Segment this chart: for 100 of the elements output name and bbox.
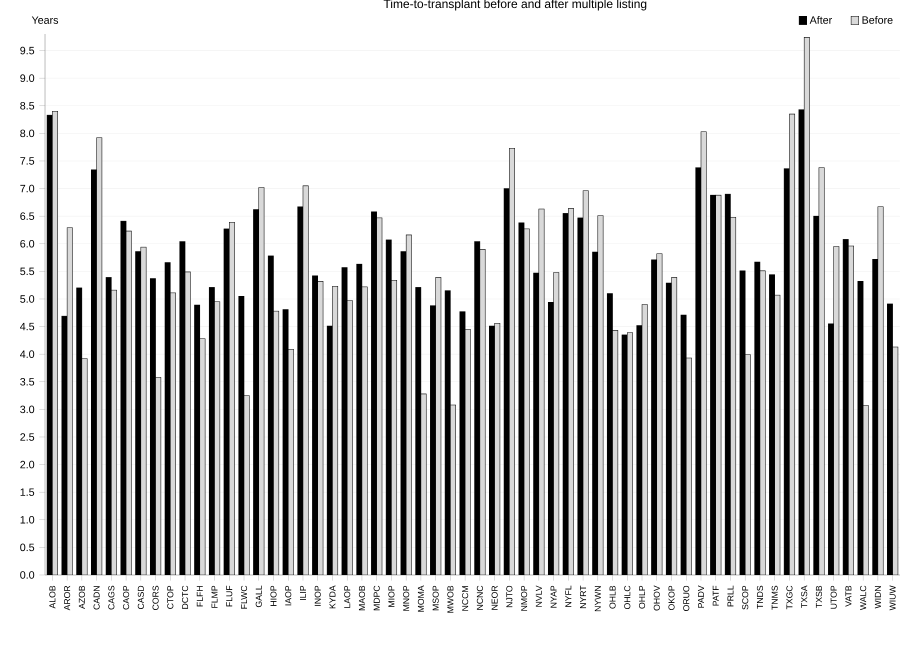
- x-tick-label: WIDN: [874, 586, 881, 608]
- x-tick-label: NVLV: [536, 585, 542, 607]
- x-tick-label: ALOB: [49, 586, 56, 608]
- x-tick-label: CORS: [152, 586, 159, 610]
- x-tick-label: NCCM: [462, 586, 468, 611]
- bar: [450, 404, 456, 575]
- x-tick-label: MAOB: [358, 586, 366, 610]
- bar: [480, 249, 486, 575]
- x-tick-label: NMOP: [521, 586, 528, 611]
- bar: [52, 111, 58, 575]
- x-tick-label: ILIP: [300, 586, 306, 600]
- x-tick-label: OHLC: [624, 586, 630, 610]
- y-tick-label: 9.5: [20, 46, 34, 54]
- y-tick-label: 6.0: [20, 240, 34, 248]
- y-tick-label: 6.5: [20, 212, 34, 220]
- x-tick-label: CASD: [138, 586, 144, 610]
- x-tick-label: OHLB: [609, 586, 616, 609]
- x-tick-label: TXSA: [801, 585, 808, 608]
- y-tick-label: 2.5: [20, 433, 34, 441]
- x-tick-label: TXSB: [816, 586, 822, 608]
- x-tick-label: OKOP: [668, 586, 675, 610]
- y-tick-label: 8.5: [20, 102, 34, 110]
- x-tick-label: OHLP: [638, 586, 646, 609]
- bar: [818, 167, 825, 575]
- x-tick-label: MSOP: [432, 586, 439, 610]
- bar: [627, 332, 633, 575]
- x-tick-label: CAOP: [123, 586, 130, 610]
- x-tick-label: NJTO: [506, 586, 512, 608]
- x-tick-label: NYAP: [550, 586, 557, 608]
- y-tick-label: 4.0: [20, 350, 34, 358]
- x-tick-label: VATB: [845, 586, 852, 607]
- y-tick-label: 1.0: [20, 516, 34, 524]
- bar: [848, 246, 854, 575]
- x-tick-label: SCOP: [742, 586, 748, 610]
- bar: [598, 215, 604, 575]
- y-tick-label: 5.5: [20, 268, 34, 276]
- x-tick-label: NYWN: [594, 586, 601, 612]
- y-tick-label: 8.0: [20, 130, 34, 138]
- bar: [420, 394, 427, 575]
- bar: [878, 206, 884, 575]
- x-tick-label: FLWC: [240, 586, 248, 609]
- legend-label: Before: [862, 16, 893, 24]
- y-tick-label: 0.0: [20, 571, 34, 579]
- x-tick-label: FLUF: [226, 586, 232, 606]
- x-tick-label: MDPC: [374, 586, 380, 610]
- y-axis-title: Years: [32, 16, 58, 24]
- bar: [656, 253, 662, 575]
- x-tick-label: NEOR: [492, 586, 498, 610]
- y-tick-label: 3.5: [20, 378, 34, 386]
- x-tick-label: IAOP: [285, 586, 292, 606]
- bar: [509, 148, 515, 575]
- x-tick-label: UTOP: [830, 586, 837, 609]
- x-tick-label: NYRT: [580, 586, 586, 608]
- x-tick-label: KYDA: [329, 585, 336, 608]
- x-tick-label: INOP: [314, 586, 321, 606]
- x-tick-label: HIOP: [270, 586, 277, 606]
- x-tick-label: TNMS: [772, 586, 778, 610]
- y-tick-label: 4.5: [20, 322, 34, 330]
- x-tick-label: GALL: [256, 586, 262, 608]
- x-tick-label: FLFH: [196, 586, 203, 606]
- y-tick-label: 0.5: [20, 544, 34, 552]
- x-tick-label: DCTC: [182, 586, 188, 609]
- x-tick-label: CTOP: [167, 586, 174, 609]
- bar: [140, 246, 146, 575]
- x-tick-label: AROR: [64, 586, 70, 610]
- x-tick-label: PRLL: [727, 586, 734, 606]
- y-tick-label: 9.0: [20, 74, 34, 82]
- x-tick-label: PATF: [712, 586, 719, 606]
- x-tick-label: ORUO: [683, 586, 690, 611]
- x-tick-label: TNDS: [756, 586, 764, 609]
- y-tick-label: 2.0: [20, 460, 34, 468]
- x-tick-label: AZOB: [78, 586, 85, 609]
- y-tick-label: 1.5: [20, 488, 34, 496]
- bar: [568, 208, 574, 575]
- bar: [82, 358, 88, 575]
- x-tick-label: NCNC: [476, 586, 483, 610]
- bar: [229, 222, 235, 575]
- bar: [111, 290, 117, 575]
- x-tick-label: MWOB: [447, 586, 454, 613]
- x-tick-label: MIOP: [388, 586, 394, 607]
- bar: [538, 208, 544, 575]
- x-tick-label: CADN: [94, 586, 100, 610]
- y-tick-label: 5.0: [20, 295, 34, 303]
- bar: [258, 187, 264, 575]
- bar: [170, 292, 176, 575]
- x-tick-label: NYFL: [565, 586, 572, 607]
- y-tick-label: 3.0: [20, 406, 34, 414]
- x-tick-label: CAGS: [108, 586, 114, 610]
- x-tick-label: MOMA: [418, 585, 424, 612]
- x-tick-label: FLMP: [212, 586, 218, 608]
- x-tick-label: WIUW: [890, 585, 896, 610]
- y-tick-label: 7.5: [20, 157, 34, 165]
- bar: [391, 280, 398, 575]
- x-tick-label: LAOP: [344, 586, 350, 608]
- bar: [686, 358, 692, 575]
- x-tick-label: WALC: [860, 586, 866, 610]
- x-tick-label: OHOV: [654, 585, 660, 610]
- bar: [200, 338, 206, 575]
- x-tick-label: TXGC: [786, 586, 793, 610]
- y-tick-label: 7.0: [20, 184, 34, 192]
